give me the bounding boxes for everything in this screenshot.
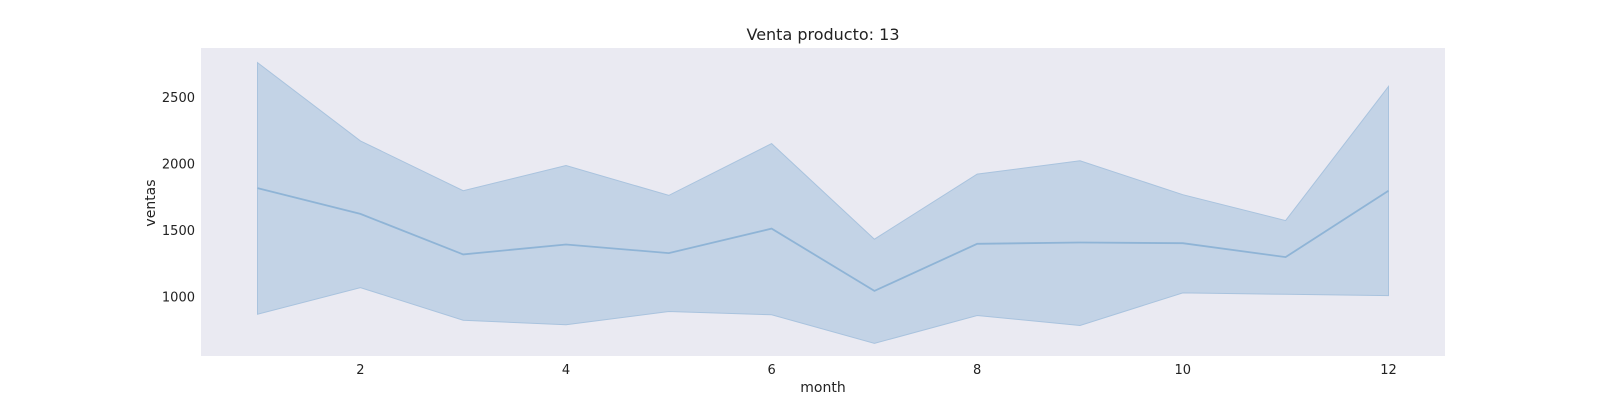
x-tick-label: 8: [973, 363, 981, 378]
y-tick-label: 1500: [162, 224, 195, 239]
confidence-band: [257, 61, 1389, 344]
x-tick-label: 12: [1380, 363, 1397, 378]
y-tick-label: 1000: [162, 290, 195, 305]
x-axis-label: month: [800, 380, 845, 396]
x-tick-label: 10: [1175, 363, 1192, 378]
chart-title: Venta producto: 13: [746, 25, 899, 44]
x-tick-label: 6: [767, 363, 775, 378]
x-tick-label: 2: [356, 363, 364, 378]
y-tick-label: 2500: [162, 91, 195, 106]
y-axis-label: ventas: [143, 179, 159, 226]
y-axis-ticks: 1000 1500 2000 2500: [162, 91, 195, 305]
series-line: [257, 187, 1389, 292]
x-axis-ticks: 2 4 6 8 10 12: [356, 363, 1397, 378]
y-tick-label: 2000: [162, 158, 195, 173]
x-tick-label: 4: [562, 363, 570, 378]
